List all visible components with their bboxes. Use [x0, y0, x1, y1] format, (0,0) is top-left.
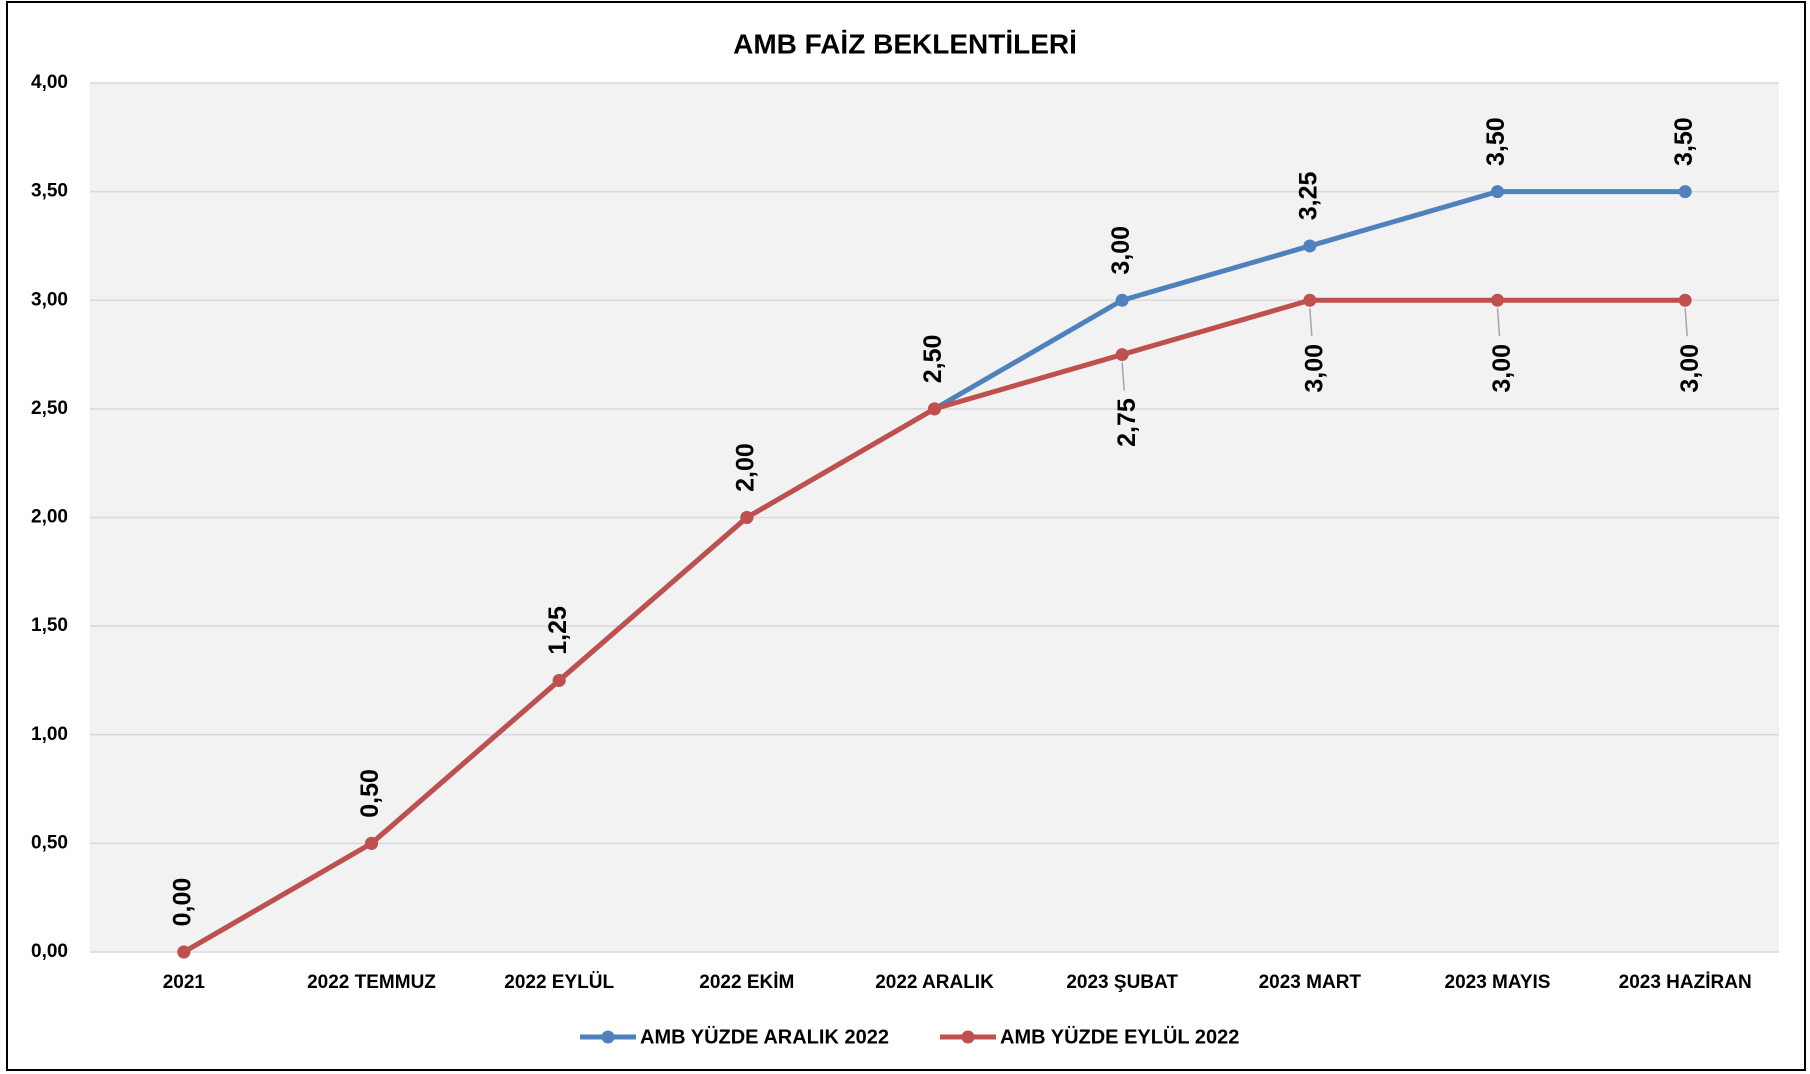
leader-line	[1309, 308, 1313, 337]
x-tick-label: 2023 MAYIS	[1445, 972, 1551, 993]
x-tick-label: 2022 TEMMUZ	[307, 972, 436, 993]
marker	[1115, 348, 1129, 362]
data-label: 3,50	[1482, 117, 1510, 166]
chart-title: AMB FAİZ BEKLENTİLERİ	[733, 28, 1077, 59]
data-label: 3,00	[1300, 344, 1328, 393]
data-label: 0,50	[356, 769, 384, 818]
marker	[740, 511, 754, 524]
x-tick-label: 2022 EKİM	[699, 972, 794, 993]
leader-line	[1496, 308, 1501, 337]
x-tick-label: 2022 ARALIK	[875, 972, 994, 993]
x-tick-label: 2022 EYLÜL	[504, 972, 614, 993]
data-label: 3,00	[1676, 344, 1704, 393]
legend-marker	[961, 1030, 975, 1044]
data-label: 3,25	[1294, 172, 1322, 221]
marker	[177, 945, 191, 959]
data-label: 3,00	[1107, 226, 1135, 275]
y-tick-label: 0,00	[31, 941, 68, 962]
y-tick-label: 3,00	[31, 289, 68, 310]
legend-label: AMB YÜZDE EYLÜL 2022	[1000, 1025, 1239, 1048]
marker	[1678, 293, 1692, 307]
data-label: 3,50	[1670, 117, 1698, 166]
data-label: 2,75	[1113, 398, 1141, 447]
legend-marker	[601, 1030, 615, 1044]
y-tick-label: 2,50	[31, 398, 68, 419]
x-tick-label: 2023 ŞUBAT	[1066, 972, 1178, 993]
data-label: 0,00	[168, 878, 196, 927]
data-label: 2,00	[731, 443, 759, 492]
x-tick-label: 2023 HAZİRAN	[1619, 972, 1752, 993]
marker	[1678, 185, 1692, 199]
x-tick-label: 2021	[163, 972, 206, 993]
marker	[1115, 293, 1129, 307]
marker	[552, 673, 566, 687]
y-tick-label: 1,00	[31, 724, 68, 745]
marker	[1303, 293, 1317, 307]
marker	[1491, 293, 1504, 307]
marker	[365, 836, 378, 850]
marker	[1491, 185, 1504, 199]
y-tick-label: 3,50	[31, 181, 68, 202]
leader-line	[1121, 362, 1125, 391]
y-tick-label: 4,00	[31, 72, 68, 93]
data-label: 2,50	[919, 335, 947, 384]
data-label: 3,00	[1488, 344, 1516, 393]
x-tick-label: 2023 MART	[1259, 972, 1362, 993]
y-tick-label: 0,50	[31, 832, 68, 853]
leader-line	[1684, 308, 1688, 337]
y-tick-label: 1,50	[31, 615, 68, 636]
y-tick-label: 2,00	[31, 507, 68, 528]
marker	[928, 402, 941, 416]
marker	[1303, 239, 1317, 253]
data-label: 1,25	[544, 606, 572, 655]
legend-label: AMB YÜZDE ARALIK 2022	[640, 1025, 889, 1048]
